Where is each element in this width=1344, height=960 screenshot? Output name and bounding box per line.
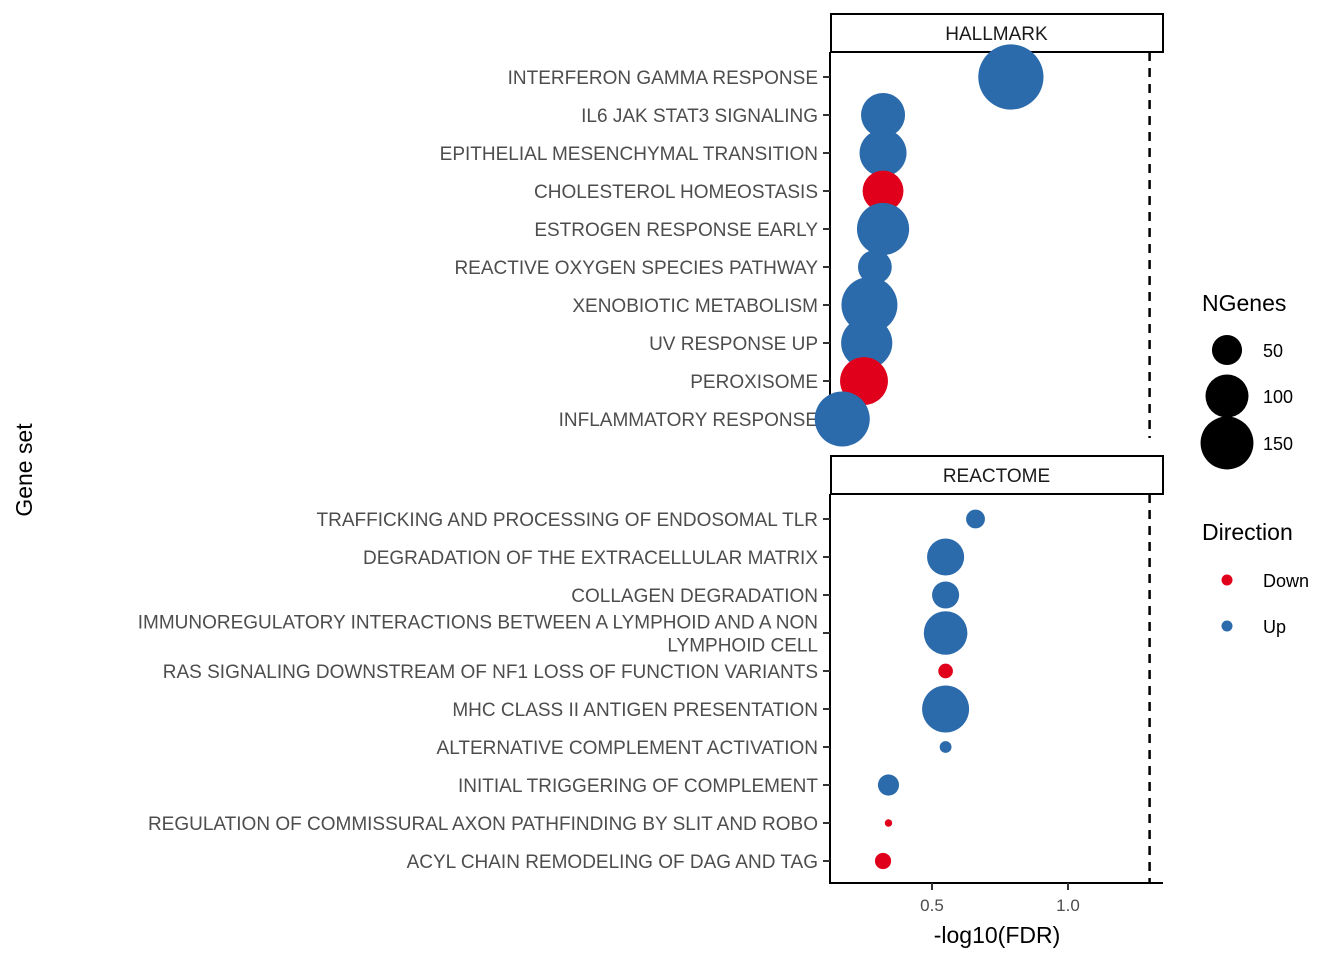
- data-point: [861, 92, 906, 138]
- legend-size-key: [1211, 334, 1243, 366]
- facet-panels: HALLMARK INTERFERON GAMMA RESPONSE IL6 JAK…: [138, 13, 1164, 883]
- data-point: [939, 741, 952, 753]
- data-point: [841, 277, 898, 333]
- legend-size-key: [1200, 416, 1254, 470]
- legend-direction-key: [1221, 574, 1233, 586]
- y-tick-label: INITIAL TRIGGERING OF COMPLEMENT: [458, 776, 818, 797]
- data-point: [938, 663, 953, 679]
- y-tick-label: MHC CLASS II ANTIGEN PRESENTATION: [452, 700, 818, 721]
- data-point: [978, 44, 1044, 110]
- y-tick-label: EPITHELIAL MESENCHYMAL TRANSITION: [440, 144, 818, 165]
- data-point: [884, 819, 893, 827]
- facet-strip-label: REACTOME: [943, 466, 1050, 487]
- y-tick-label: COLLAGEN DEGRADATION: [571, 586, 818, 607]
- legend-size-label: 150: [1263, 434, 1293, 454]
- facet-strip-label: HALLMARK: [945, 24, 1048, 45]
- legend-size-label: 100: [1263, 387, 1293, 407]
- data-point: [856, 202, 910, 256]
- y-tick-label: UV RESPONSE UP: [649, 334, 818, 355]
- data-point: [862, 170, 904, 212]
- data-point: [859, 129, 907, 177]
- data-point: [927, 538, 965, 576]
- data-point: [840, 357, 888, 405]
- y-tick-label: RAS SIGNALING DOWNSTREAM OF NF1 LOSS OF …: [163, 662, 818, 683]
- legend-size-label: 50: [1263, 341, 1283, 361]
- y-tick-label: ESTROGEN RESPONSE EARLY: [534, 220, 818, 241]
- y-tick-label: REACTIVE OXYGEN SPECIES PATHWAY: [454, 258, 818, 279]
- data-point: [841, 317, 893, 369]
- legend-direction-label: Down: [1263, 571, 1309, 591]
- data-point: [932, 581, 960, 609]
- y-tick-label: XENOBIOTIC METABOLISM: [572, 296, 818, 317]
- y-tick-label: TRAFFICKING AND PROCESSING OF ENDOSOMAL …: [317, 510, 818, 531]
- y-tick-label: ACYL CHAIN REMODELING OF DAG AND TAG: [407, 852, 818, 873]
- y-tick-label: IL6 JAK STAT3 SIGNALING: [581, 106, 818, 127]
- legend-direction: Down Up: [1221, 571, 1309, 637]
- data-point: [874, 852, 892, 870]
- facet-strip: [830, 455, 1164, 495]
- y-tick-label: INTERFERON GAMMA RESPONSE: [508, 68, 818, 89]
- panel-reactome: REACTOME TRAFFICKING AND PROCESSING OF EN…: [138, 455, 1164, 883]
- y-tick-label: REGULATION OF COMMISSURAL AXON PATHFINDI…: [148, 814, 818, 835]
- y-tick-label: INFLAMMATORY RESPONSE: [559, 410, 818, 431]
- data-point: [877, 774, 900, 796]
- data-point: [857, 250, 892, 284]
- legend-direction-title: Direction: [1202, 519, 1293, 545]
- data-point: [814, 391, 870, 447]
- data-point: [966, 509, 985, 529]
- legend-ngenes: 50 100 150: [1200, 334, 1293, 470]
- legend-size-key: [1205, 374, 1249, 418]
- x-tick-label: 0.5: [920, 896, 944, 915]
- legend-ngenes-title: NGenes: [1202, 290, 1286, 316]
- y-tick-label: ALTERNATIVE COMPLEMENT ACTIVATION: [437, 738, 818, 759]
- legend-direction-label: Up: [1263, 617, 1286, 637]
- data-point: [922, 685, 970, 733]
- facet-strip: [830, 13, 1164, 53]
- y-tick-label: PEROXISOME: [690, 372, 818, 393]
- legend-direction-key: [1221, 620, 1233, 632]
- data-point: [923, 611, 968, 655]
- panel-hallmark: HALLMARK INTERFERON GAMMA RESPONSE IL6 JAK…: [440, 13, 1164, 447]
- y-axis-title: Gene set: [11, 423, 37, 517]
- y-tick-label: DEGRADATION OF THE EXTRACELLULAR MATRIX: [363, 548, 818, 569]
- y-tick-label: CHOLESTEROL HOMEOSTASIS: [534, 182, 818, 203]
- x-axis-title: -log10(FDR): [934, 922, 1061, 948]
- x-tick-label: 1.0: [1056, 896, 1080, 915]
- y-tick-label: IMMUNOREGULATORY INTERACTIONS BETWEEN A …: [138, 613, 818, 657]
- x-axis: 0.5 1.0: [829, 882, 1163, 915]
